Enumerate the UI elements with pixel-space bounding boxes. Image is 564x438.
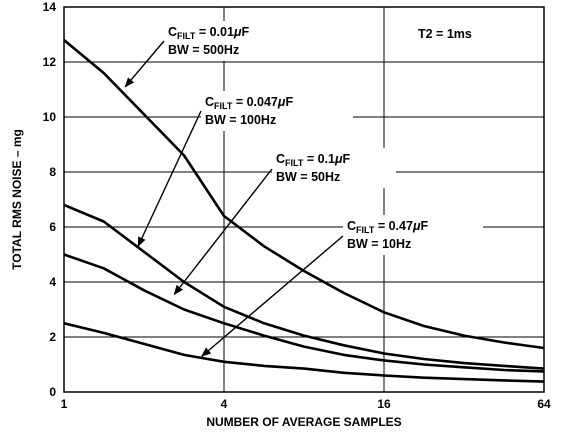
y-tick-label: 8	[49, 165, 56, 179]
x-tick-label: 4	[221, 397, 228, 411]
annotation-capacitor: CFILT = 0.1μF	[276, 152, 351, 168]
y-tick-label: 2	[49, 330, 56, 344]
y-tick-label: 10	[43, 110, 57, 124]
x-tick-label: 64	[537, 397, 551, 411]
annotation-bandwidth: BW = 50Hz	[276, 170, 340, 184]
annotation-backdrop	[343, 215, 483, 255]
annotation-backdrop	[201, 91, 353, 131]
corner-label: T2 = 1ms	[418, 27, 472, 41]
y-tick-label: 6	[49, 220, 56, 234]
annotation-bandwidth: BW = 500Hz	[168, 43, 239, 57]
annotation-backdrop	[272, 148, 396, 188]
x-tick-label: 1	[61, 397, 68, 411]
series-lines	[64, 38, 544, 383]
annotations: CFILT = 0.01μF BW = 500Hz CFILT = 0.047μF B…	[124, 21, 483, 357]
series-line	[64, 38, 544, 350]
x-tick-labels: 1 4 16 64	[61, 397, 551, 411]
x-tick-label: 16	[377, 397, 391, 411]
annotation-capacitor: CFILT = 0.047μF	[205, 95, 293, 111]
y-tick-label: 12	[43, 55, 57, 69]
annotation-capacitor: CFILT = 0.01μF	[168, 25, 249, 41]
series-line	[64, 203, 544, 370]
annotation-capacitor: CFILT = 0.47μF	[347, 219, 428, 235]
y-tick-label: 14	[43, 0, 57, 14]
annotation-arrow	[124, 40, 165, 88]
y-tick-labels: 0 2 4 6 8 10 12 14	[43, 0, 57, 399]
annotation-bandwidth: BW = 10Hz	[347, 237, 411, 251]
series-line	[64, 253, 544, 373]
x-axis-title: NUMBER OF AVERAGE SAMPLES	[206, 415, 401, 429]
annotation-backdrop	[164, 21, 302, 61]
y-axis-title: TOTAL RMS NOISE – mg	[10, 129, 24, 270]
series-line	[64, 322, 544, 383]
y-tick-label: 0	[49, 385, 56, 399]
annotation-arrow	[173, 168, 273, 296]
annotation-bandwidth: BW = 100Hz	[205, 113, 276, 127]
plot-frame	[63, 6, 545, 393]
annotation-arrow	[201, 235, 344, 357]
annotation-arrow	[137, 110, 202, 248]
y-tick-label: 4	[49, 275, 56, 289]
